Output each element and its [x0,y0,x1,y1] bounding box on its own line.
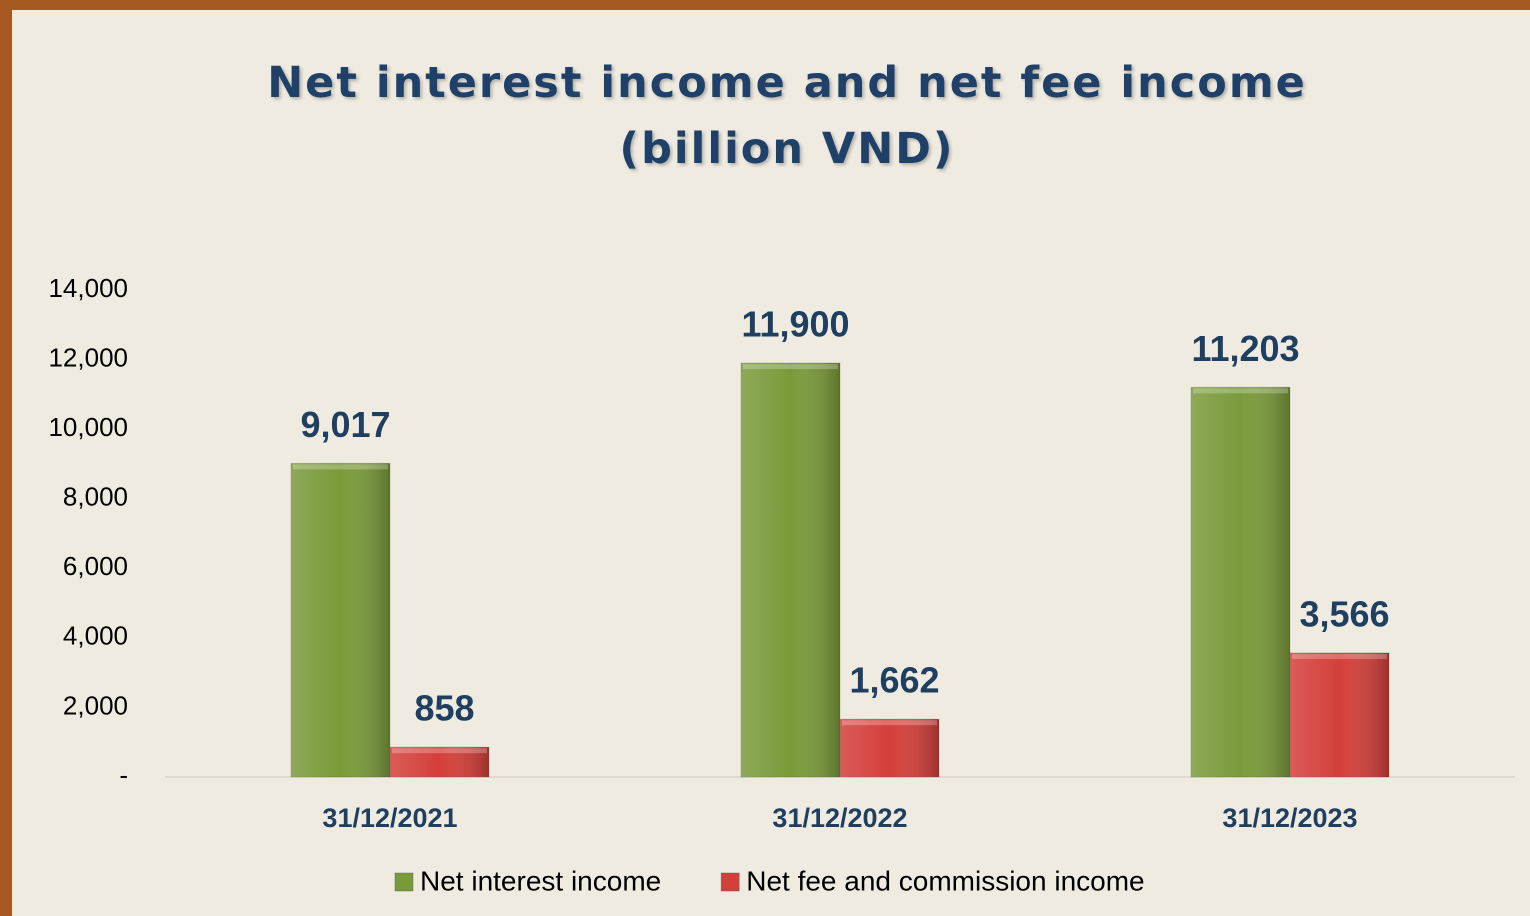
legend-swatch [394,872,414,892]
y-tick-label: 8,000 [63,482,128,512]
value-label: 9,017 [300,404,390,445]
bar-cap [743,364,838,370]
legend-label: Net interest income [420,865,661,896]
bar-shade [1191,387,1290,777]
bar-cap [293,464,388,470]
chart-title: Net interest income and net fee income (… [267,58,1307,174]
value-label: 11,900 [741,304,849,345]
y-tick-label: 6,000 [63,551,128,581]
value-label: 11,203 [1191,328,1299,369]
y-tick-label: 2,000 [63,690,128,720]
bar-cap [1292,653,1387,659]
value-label: 3,566 [1299,593,1389,634]
value-label: 858 [414,688,474,729]
bar-shade [741,363,840,777]
x-tick-label: 31/12/2023 [1222,803,1357,833]
bar-cap [1193,388,1288,394]
value-label: 1,662 [849,660,939,701]
bar-shade [390,747,489,777]
y-tick-label: 12,000 [48,342,128,372]
bar-shade [1290,652,1389,777]
y-tick-label: 10,000 [48,412,128,442]
legend-swatch [720,872,740,892]
x-tick-label: 31/12/2022 [772,803,907,833]
bar-shade [840,719,939,777]
bar-shade [291,463,390,777]
bar-cap [392,748,487,754]
y-tick-label: 14,000 [48,273,128,303]
bar-cap [842,720,937,726]
y-tick-label: 4,000 [63,621,128,651]
y-tick-label: - [119,760,128,790]
legend-label: Net fee and commission income [746,865,1144,896]
x-tick-label: 31/12/2021 [322,803,457,833]
